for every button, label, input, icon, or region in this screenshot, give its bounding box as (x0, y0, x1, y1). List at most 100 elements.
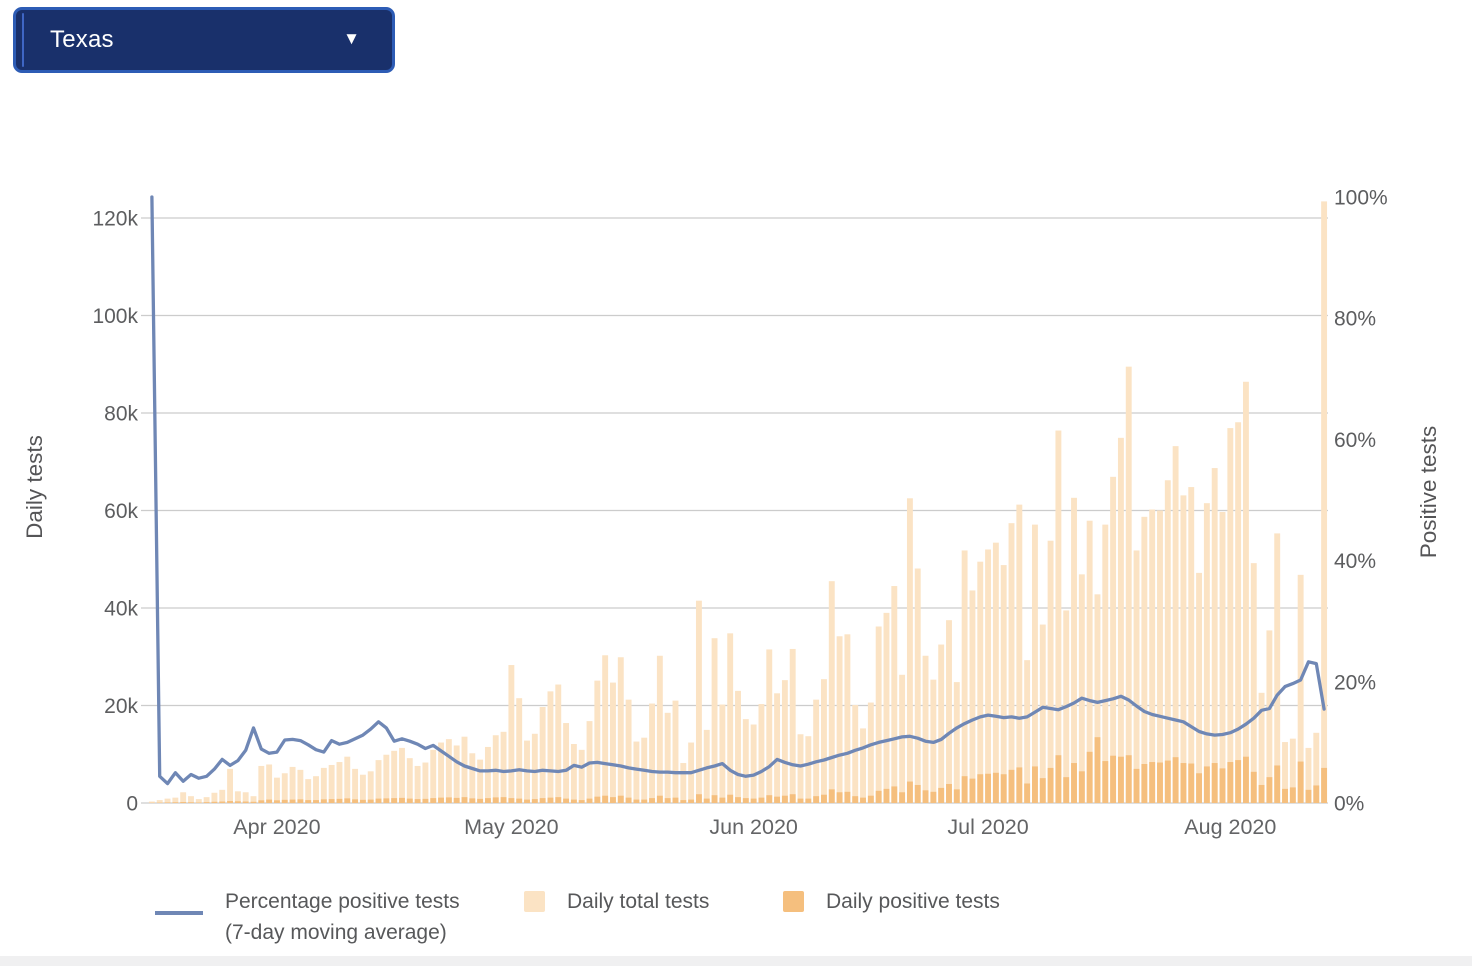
total-tests-bar (1180, 495, 1187, 803)
total-tests-bar (500, 731, 507, 803)
positive-tests-bar (422, 798, 429, 803)
positive-tests-bar (164, 802, 171, 803)
positive-tests-bar (883, 788, 890, 803)
positive-bars (148, 737, 1328, 803)
positive-tests-bar (727, 794, 734, 803)
svg-text:0%: 0% (1334, 793, 1364, 816)
positive-tests-bar (1157, 762, 1163, 803)
total-tests-bar (305, 779, 312, 803)
positive-tests-bar (711, 795, 718, 803)
total-tests-bar (860, 728, 866, 803)
total-tests-bar (531, 733, 538, 803)
right-axis-title: Positive tests (1416, 426, 1441, 559)
positive-tests-bar (430, 798, 437, 803)
positive-tests-bar (695, 794, 702, 803)
positive-tests-bar (1196, 773, 1203, 803)
positive-tests-bar (1133, 768, 1140, 803)
positive-tests-bar (742, 798, 749, 803)
total-tests-bar (1157, 510, 1163, 803)
svg-text:May 2020: May 2020 (464, 815, 558, 839)
total-tests-bar (297, 769, 304, 803)
positive-tests-bar (586, 798, 593, 803)
total-tests-bar (1305, 747, 1312, 803)
positive-tests-bar (1172, 757, 1179, 803)
total-tests-bar (992, 542, 999, 803)
total-tests-bar (422, 762, 429, 803)
y-axis-right-labels: 0% 20% 40% 60% 80% 100% (1334, 187, 1388, 816)
positive-tests-bar (1078, 771, 1085, 803)
total-tests-bar (320, 767, 327, 803)
positive-tests-bar (1117, 756, 1124, 803)
total-tests-bar (906, 498, 913, 803)
legend-label: Percentage positive tests (7-day moving … (225, 890, 460, 944)
total-tests-bar (570, 744, 577, 803)
total-tests-bar (938, 644, 945, 803)
total-tests-bar (695, 600, 702, 803)
total-tests-bar (633, 741, 640, 803)
positive-tests-bar (860, 797, 866, 803)
total-tests-bar (391, 750, 398, 803)
total-tests-bar (781, 680, 788, 803)
state-dropdown[interactable]: Texas ▼ (13, 7, 395, 73)
svg-text:0: 0 (126, 793, 138, 816)
positive-tests-bar (227, 801, 234, 803)
positive-tests-bar (906, 781, 913, 803)
total-tests-bar (1071, 497, 1077, 803)
positive-tests-bar (656, 795, 663, 803)
positive-tests-bar (664, 798, 671, 803)
total-tests-bar (367, 771, 374, 803)
total-tests-bar (563, 723, 570, 803)
positive-tests-bar (539, 798, 546, 803)
svg-text:100%: 100% (1334, 187, 1388, 210)
positive-tests-bar (875, 790, 882, 803)
total-tests-bar (273, 777, 280, 803)
total-tests-bar (1102, 524, 1109, 803)
total-tests-bar (1039, 624, 1046, 803)
total-tests-bar (1055, 430, 1062, 803)
total-tests-bar (1117, 437, 1124, 803)
total-tests-bar (344, 756, 351, 803)
total-tests-bar (164, 798, 171, 803)
positive-tests-bar (1282, 788, 1288, 803)
positive-tests-bar (1149, 762, 1156, 803)
positive-tests-bar (969, 778, 976, 803)
total-tests-bar (1078, 574, 1085, 803)
positive-tests-bar (477, 798, 484, 803)
positive-tests-bar (922, 790, 929, 803)
total-tests-bar (1196, 572, 1203, 803)
total-tests-bar (1016, 504, 1023, 803)
positive-tests-bar (633, 799, 640, 803)
total-tests-bar (875, 626, 882, 803)
total-tests-bar (1024, 660, 1031, 803)
positive-tests-bar (375, 798, 382, 803)
total-tests-bar (508, 665, 515, 803)
total-tests-bar (899, 674, 906, 803)
positive-tests-bar (1313, 785, 1320, 803)
total-tests-bar (672, 700, 679, 803)
positive-tests-bar (1125, 755, 1132, 803)
total-tests-bar (625, 699, 632, 803)
total-tests-bar (758, 704, 765, 803)
total-tests-bar (1266, 630, 1273, 803)
legend-item-daily-positive-tests: Daily positive tests (783, 886, 1000, 917)
total-tests-bar (1321, 201, 1328, 804)
total-tests-bar (234, 791, 241, 803)
positive-tests-bar (297, 799, 304, 803)
positive-tests-bar (610, 797, 616, 803)
positive-tests-bar (266, 799, 273, 803)
positive-tests-bar (352, 799, 359, 803)
total-tests-bar (750, 724, 757, 803)
positive-tests-bar (273, 800, 280, 803)
positive-tests-bar (445, 797, 452, 803)
positive-tests-bar (930, 791, 937, 803)
positive-tests-bar (1258, 784, 1265, 803)
positive-tests-bar (781, 795, 788, 803)
positive-tests-bar (414, 799, 421, 803)
positive-tests-bar (1188, 763, 1195, 803)
positive-tests-bar (1063, 777, 1070, 803)
total-tests-bar (375, 760, 382, 803)
percentage-positive-trend-line (150, 195, 1326, 786)
total-tests-bar (805, 736, 812, 803)
positive-tests-bar (735, 797, 741, 803)
